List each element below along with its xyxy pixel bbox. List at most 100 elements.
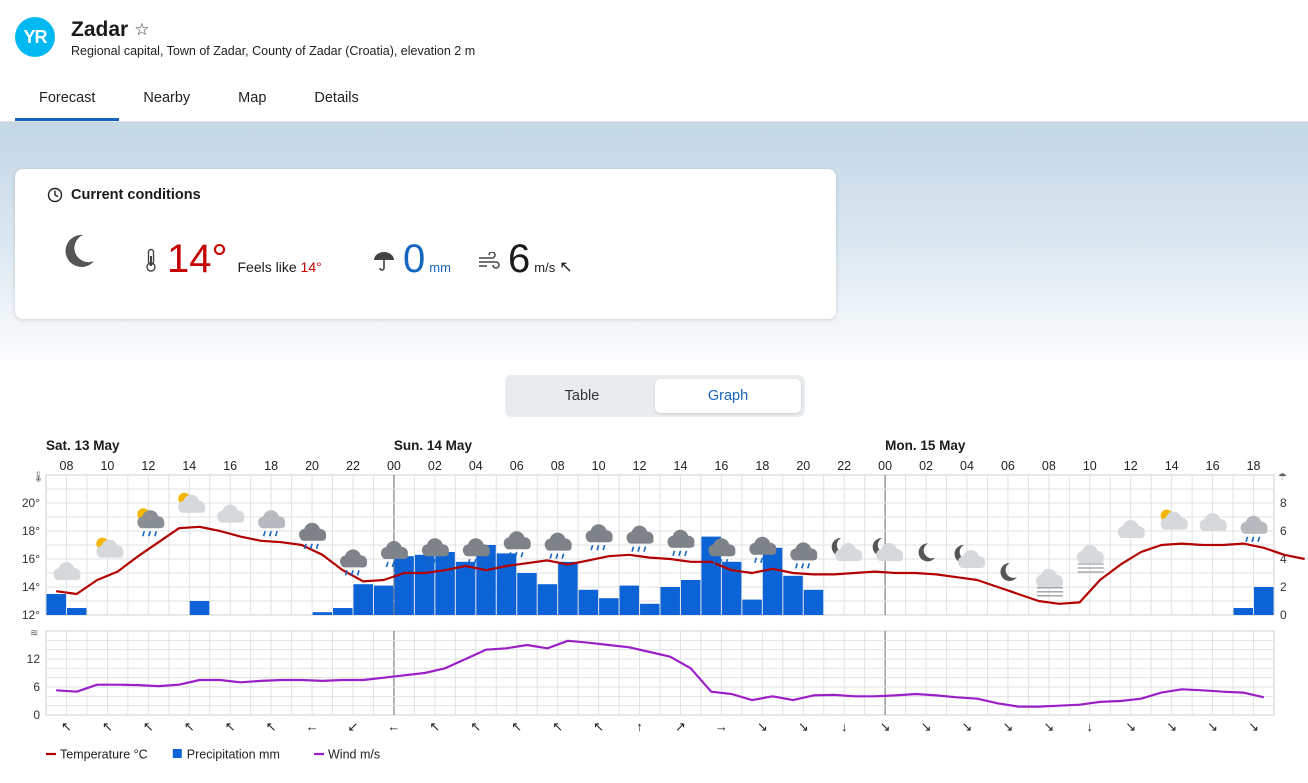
precipitation-tick-label: 2 (1280, 580, 1287, 594)
cloud-icon (1199, 513, 1227, 531)
tab-forecast[interactable]: Forecast (15, 78, 120, 121)
precipitation-tick-label: 4 (1280, 552, 1287, 566)
wind-direction-arrow: ↖ (266, 719, 277, 734)
hour-label: 18 (264, 459, 278, 473)
header: YR Zadar ☆ Regional capital, Town of Zad… (0, 0, 1308, 121)
precipitation-bar (619, 585, 640, 615)
graph-view-button[interactable]: Graph (655, 379, 801, 413)
hour-label: 20 (305, 459, 319, 473)
fog-icon (1076, 545, 1104, 573)
tab-details[interactable]: Details (314, 90, 359, 106)
precipitation-bar (537, 584, 558, 615)
temperature-tick-label: 18° (22, 524, 40, 538)
current-precipitation: 0 (403, 237, 426, 281)
hour-label: 10 (592, 459, 606, 473)
tab-bar: Forecast Nearby Map Details (15, 78, 383, 121)
tab-map[interactable]: Map (238, 90, 267, 106)
current-wind-speed: 6 (508, 237, 531, 281)
current-temperature: 14° (167, 237, 228, 281)
wind-direction-arrow: → (715, 719, 728, 734)
legend-square-swatch (172, 749, 182, 758)
partly-cloudy-icon (1160, 509, 1188, 530)
wind-direction-arrow: ↘ (1207, 719, 1218, 734)
hour-label: 14 (674, 459, 688, 473)
hour-label: 08 (551, 459, 565, 473)
star-icon[interactable]: ☆ (134, 20, 150, 39)
moon-cloud-icon (872, 537, 904, 561)
dark-cloud-rain-icon (626, 525, 654, 552)
wind-direction-arrow: ↓ (841, 719, 848, 734)
current-conditions-heading: Current conditions (47, 187, 201, 203)
precipitation-bar (1254, 587, 1274, 615)
precipitation-bar (1233, 608, 1254, 615)
precipitation-bar (66, 608, 87, 615)
legend-label: Wind m/s (328, 748, 380, 762)
location-description: Regional capital, Town of Zadar, County … (71, 44, 476, 58)
hour-label: 06 (510, 459, 524, 473)
cloud-rain-icon (258, 510, 286, 537)
hour-label: 14 (182, 459, 196, 473)
fog-icon (1035, 568, 1063, 597)
precipitation-unit: mm (429, 260, 451, 275)
precipitation-bar (46, 594, 66, 615)
wind-direction-arrow: ↖ (184, 719, 195, 734)
yr-logo[interactable]: YR (15, 17, 55, 57)
wind-direction-arrow: ↘ (1248, 719, 1259, 734)
hour-label: 08 (1042, 459, 1056, 473)
thermometer-icon (146, 248, 156, 272)
hour-label: 14 (1165, 459, 1179, 473)
dark-cloud-rain-icon (667, 529, 695, 557)
feels-like-value: 14° (300, 259, 322, 275)
clock-icon (47, 187, 63, 203)
precipitation-bar (721, 561, 742, 615)
hour-label: 10 (1083, 459, 1097, 473)
moon-icon (918, 543, 936, 562)
wind-icon (479, 252, 500, 269)
hour-label: 02 (428, 459, 442, 473)
view-toggle: Table Graph (505, 375, 805, 417)
dark-cloud-rain-icon (340, 549, 367, 576)
dark-cloud-rain-icon (708, 538, 736, 565)
moon-icon (1000, 562, 1017, 581)
dark-cloud-rain-icon (421, 538, 449, 565)
wind-tick-label: 6 (33, 680, 40, 694)
hour-label: 00 (387, 459, 401, 473)
wind-tick-label: 12 (27, 652, 41, 666)
wind-direction-arrow: ↖ (143, 719, 154, 734)
temperature-tick-label: 14° (22, 580, 40, 594)
dark-cloud-rain-icon (585, 524, 613, 551)
precipitation-bar (578, 589, 599, 615)
temperature-block: 14° Feels like 14° (145, 237, 322, 282)
dark-cloud-rain-icon (749, 536, 777, 564)
feels-like-label: Feels like (237, 259, 297, 275)
table-view-button[interactable]: Table (564, 388, 600, 404)
dark-cloud-rain-icon (299, 522, 327, 550)
precipitation-bar (558, 561, 578, 615)
wind-direction-arrow: ↗ (675, 719, 686, 734)
partly-cloudy-icon (178, 492, 206, 513)
wind-direction-arrow: ↘ (921, 719, 932, 734)
cloud-icon (1117, 520, 1145, 538)
umbrella-icon: ☂ (1278, 472, 1287, 483)
wind-direction-arrow: ↘ (1166, 719, 1177, 734)
partly-cloudy-rain-icon (137, 508, 165, 537)
hour-label: 16 (714, 459, 728, 473)
wind-direction-arrow: ↖ (429, 719, 440, 734)
umbrella-icon (374, 252, 394, 271)
temperature-tick-label: 20° (22, 496, 40, 510)
hour-label: 18 (1247, 459, 1261, 473)
precipitation-tick-label: 6 (1280, 524, 1287, 538)
hour-label: 04 (469, 459, 483, 473)
precipitation-bar (373, 585, 394, 615)
day-label: Sun. 14 May (394, 438, 473, 453)
current-conditions-card: Current conditions 14° Feels like 14° 0 … (15, 169, 836, 319)
precipitation-bar (394, 556, 414, 615)
precipitation-bar (496, 553, 517, 615)
hour-label: 02 (919, 459, 933, 473)
tab-nearby[interactable]: Nearby (143, 90, 191, 106)
moon-icon (65, 234, 94, 267)
hour-label: 20 (796, 459, 810, 473)
temperature-tick-label: 12° (22, 608, 40, 622)
precipitation-bar (353, 584, 373, 615)
hour-label: 22 (837, 459, 851, 473)
